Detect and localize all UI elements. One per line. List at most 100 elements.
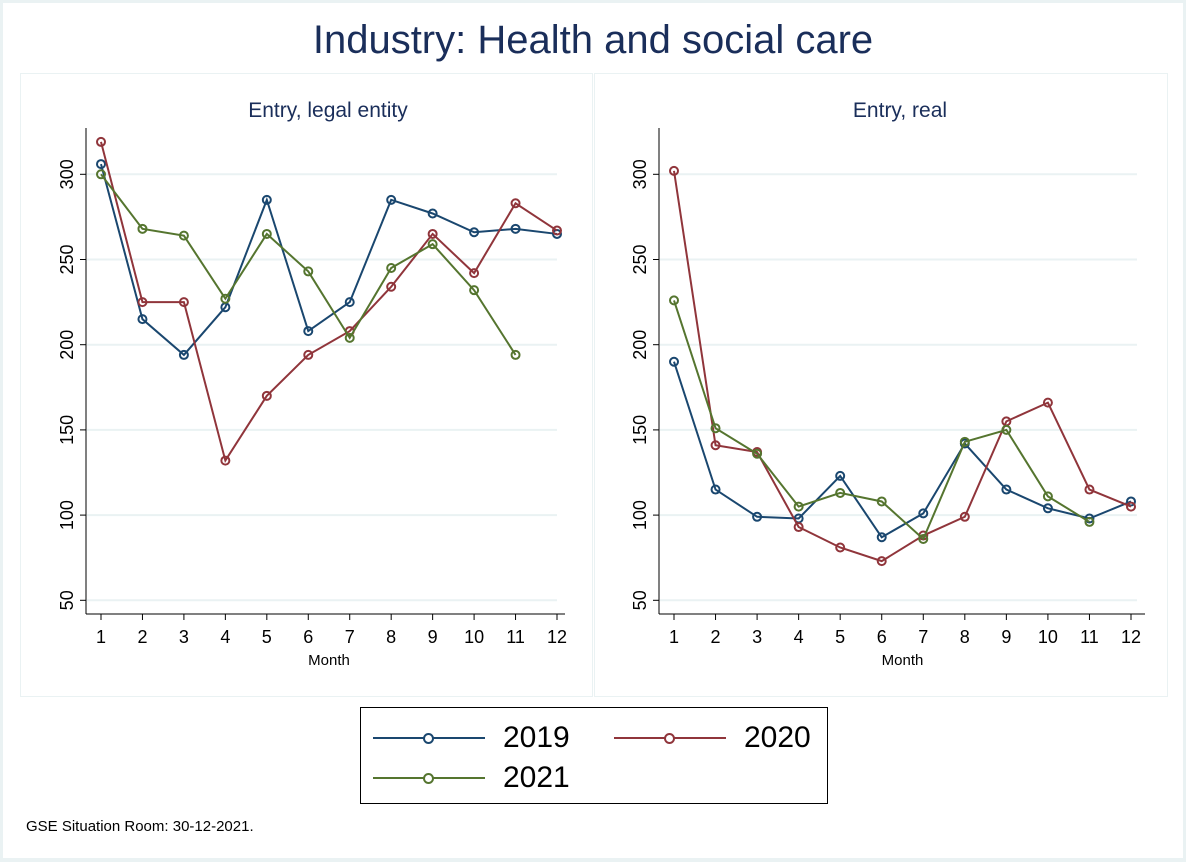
y-tick-label: 150 [57, 415, 77, 445]
data-point-2020 [96, 136, 106, 147]
data-point-2019 [137, 314, 148, 325]
data-point-2020 [510, 198, 521, 209]
data-point-2021 [669, 295, 679, 306]
data-point-2019 [1001, 484, 1012, 495]
data-point-2021 [220, 293, 231, 304]
x-tick-label: 12 [1121, 627, 1141, 647]
data-point-2020 [669, 165, 679, 176]
data-point-2019 [303, 326, 314, 337]
data-point-2021 [793, 501, 804, 512]
x-tick-label: 3 [752, 627, 762, 647]
data-point-2020 [137, 297, 148, 308]
y-tick-label: 50 [57, 590, 77, 610]
legend-label-2019: 2019 [503, 721, 570, 754]
x-tick-label: 11 [1080, 627, 1099, 647]
x-tick-label: 7 [345, 627, 355, 647]
x-tick-label: 10 [464, 627, 484, 647]
y-tick-label: 100 [630, 500, 650, 530]
data-point-2021 [96, 169, 106, 180]
data-point-2020 [261, 390, 272, 401]
x-tick-label: 5 [262, 627, 272, 647]
data-point-2021 [918, 533, 929, 544]
subplot-title-real: Entry, real [853, 99, 947, 122]
data-point-2021 [178, 230, 189, 241]
x-tick-label: 1 [669, 627, 679, 647]
y-tick-label: 150 [630, 415, 650, 445]
data-point-2020 [469, 268, 480, 279]
x-axis-title: Month [882, 652, 924, 669]
x-tick-label: 6 [303, 627, 313, 647]
data-point-2021 [510, 349, 521, 360]
legend-item-2019: 2019 [373, 721, 603, 754]
x-tick-label: 9 [428, 627, 438, 647]
data-point-2021 [1042, 491, 1053, 502]
y-tick-label: 50 [630, 590, 650, 610]
x-tick-label: 4 [220, 627, 230, 647]
data-point-2019 [386, 194, 397, 205]
data-point-2021 [959, 436, 970, 447]
y-tick-label: 300 [57, 159, 77, 189]
data-point-2019 [344, 297, 355, 308]
data-point-2021 [835, 487, 846, 498]
x-tick-label: 2 [711, 627, 721, 647]
data-point-2020 [552, 225, 562, 236]
data-point-2020 [710, 440, 721, 451]
x-tick-label: 7 [918, 627, 928, 647]
legend: 2019 2020 2021 [360, 707, 828, 804]
data-point-2021 [261, 228, 272, 239]
data-point-2021 [710, 423, 721, 434]
y-tick-label: 100 [57, 500, 77, 530]
data-point-2020 [427, 228, 438, 239]
x-tick-label: 8 [386, 627, 396, 647]
x-tick-label: 1 [96, 627, 106, 647]
x-tick-label: 9 [1001, 627, 1011, 647]
data-point-2021 [1084, 516, 1095, 527]
series-line-2020 [100, 141, 558, 464]
data-point-2020 [386, 281, 397, 292]
data-point-2020 [303, 349, 314, 360]
data-point-2019 [710, 484, 721, 495]
footer-note: GSE Situation Room: 30-12-2021. [26, 818, 254, 835]
data-point-2020 [1126, 501, 1136, 512]
y-tick-label: 250 [57, 244, 77, 274]
x-tick-label: 3 [179, 627, 189, 647]
series-line-2021 [100, 173, 517, 356]
data-point-2019 [669, 356, 679, 367]
data-point-2021 [303, 266, 314, 277]
legend-label-2021: 2021 [503, 761, 570, 794]
legend-marker-2021 [423, 773, 434, 784]
data-point-2020 [876, 556, 887, 567]
chart-legal-entity: Entry, legal entity 50 100 150 200 250 300 1 2 3 4… [57, 99, 567, 669]
series-line-2019 [100, 163, 558, 357]
data-point-2019 [261, 194, 272, 205]
legend-marker-2020 [664, 733, 675, 744]
legend-item-2021: 2021 [373, 761, 603, 794]
subplot-title-legal-entity: Entry, legal entity [248, 99, 408, 122]
data-point-2021 [137, 223, 148, 234]
data-point-2021 [469, 285, 480, 296]
data-point-2020 [959, 511, 970, 522]
data-point-2020 [220, 455, 231, 466]
y-tick-label: 200 [630, 330, 650, 360]
data-point-2021 [876, 496, 887, 507]
legend-label-2020: 2020 [744, 721, 811, 754]
data-point-2019 [510, 223, 521, 234]
data-point-2020 [835, 542, 846, 553]
legend-marker-2019 [423, 733, 434, 744]
data-point-2021 [752, 448, 763, 459]
data-point-2019 [876, 532, 887, 543]
data-point-2021 [344, 332, 355, 343]
y-tick-label: 200 [57, 330, 77, 360]
data-point-2019 [1042, 503, 1053, 514]
x-tick-label: 2 [137, 627, 147, 647]
data-point-2020 [793, 522, 804, 533]
panel-real: Entry, real 50 100 150 200 250 300 1 2 3 4 5 6 7 8 9 10 1… [594, 73, 1168, 697]
x-tick-label: 11 [506, 627, 525, 647]
series-line-2021 [673, 300, 1090, 541]
x-tick-label: 8 [960, 627, 970, 647]
data-point-2019 [752, 511, 763, 522]
x-tick-label: 6 [877, 627, 887, 647]
y-tick-label: 300 [630, 159, 650, 189]
data-point-2021 [427, 239, 438, 250]
